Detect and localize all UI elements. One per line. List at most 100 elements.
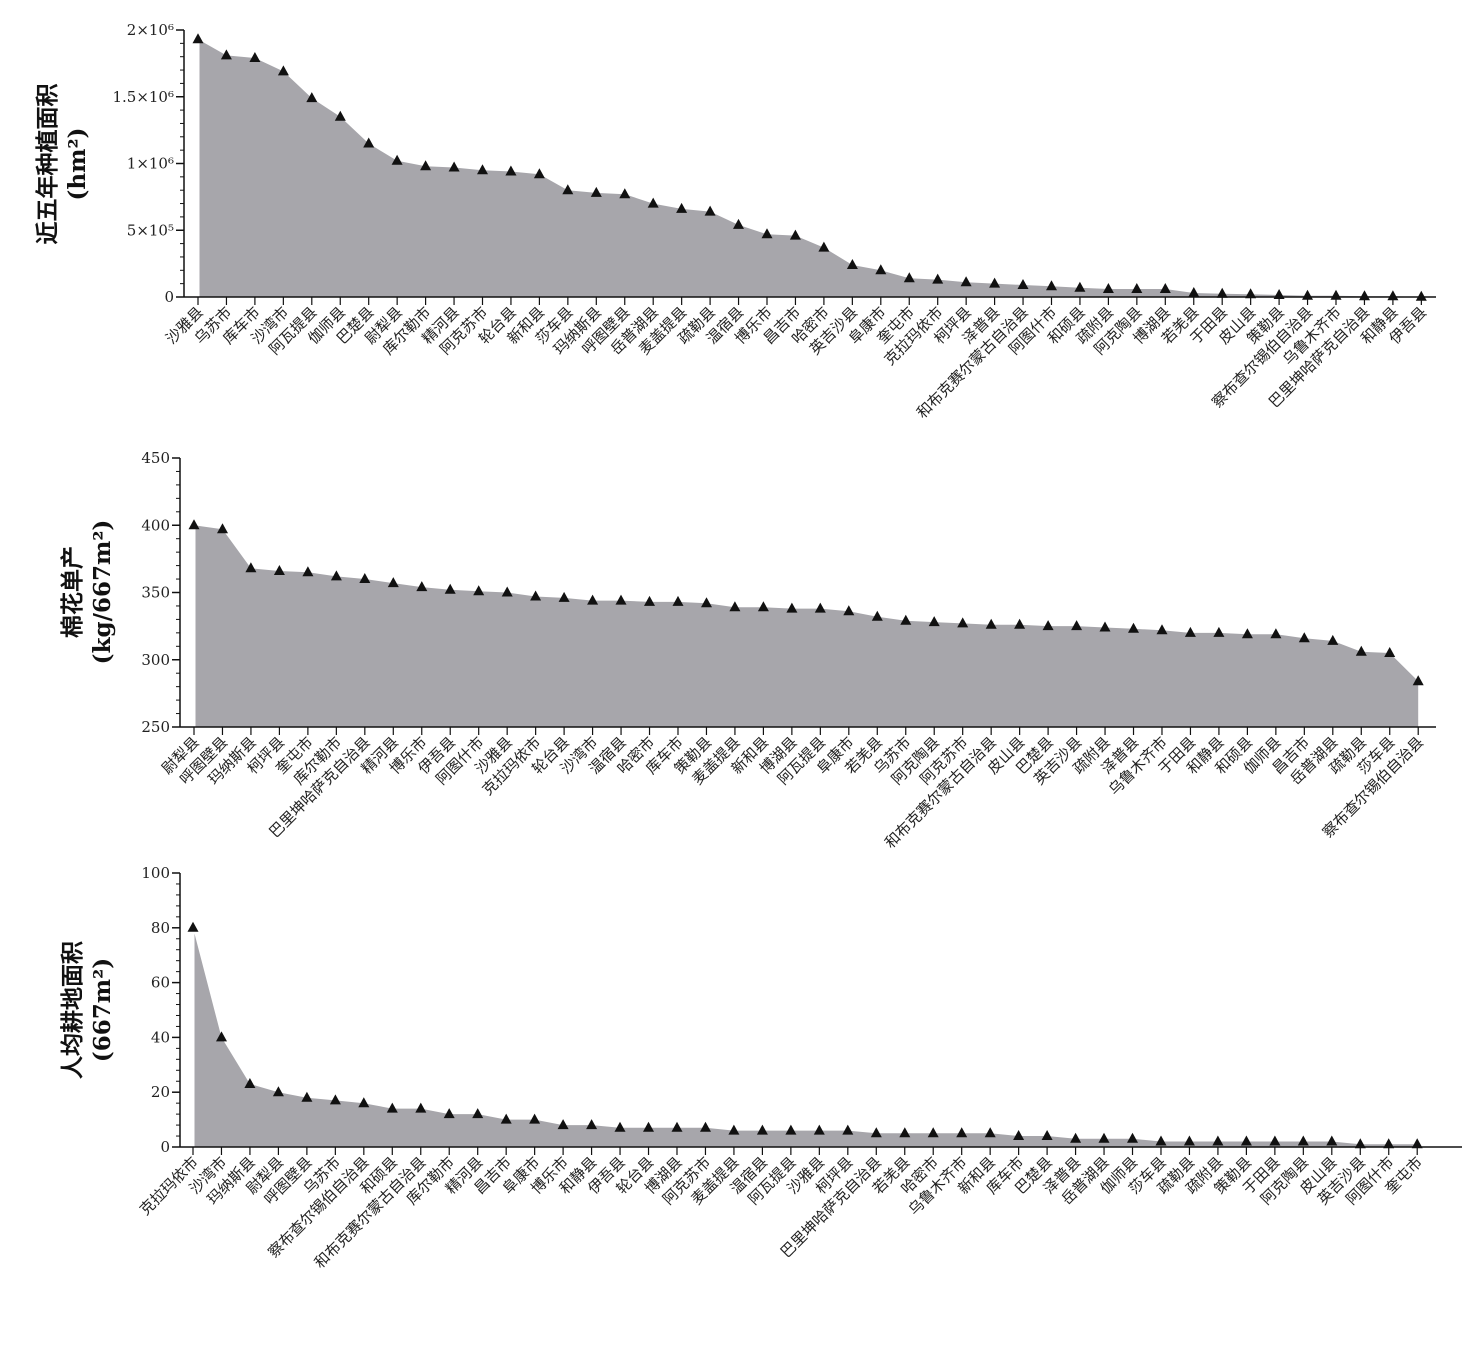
- data-point-marker: [277, 65, 289, 76]
- data-point-marker: [1070, 1132, 1082, 1143]
- data-point-marker: [500, 1113, 512, 1124]
- data-point-marker: [1355, 645, 1367, 656]
- data-point-marker: [1017, 279, 1029, 289]
- data-point-marker: [842, 1124, 854, 1135]
- data-point-marker: [1071, 620, 1083, 631]
- data-point-marker: [701, 597, 712, 608]
- data-point-marker: [704, 205, 716, 216]
- data-point-marker: [956, 1127, 968, 1138]
- data-point-marker: [785, 1124, 797, 1135]
- data-point-marker: [1270, 628, 1282, 639]
- data-point-marker: [1128, 622, 1139, 633]
- data-point-marker: [334, 110, 346, 121]
- y-tick-label: 300: [141, 651, 170, 669]
- data-point-marker: [391, 154, 403, 165]
- data-point-marker: [989, 277, 1001, 288]
- data-point-marker: [1354, 1138, 1366, 1149]
- data-point-marker: [615, 594, 627, 605]
- data-point-marker: [245, 562, 257, 573]
- data-point-marker: [1298, 632, 1310, 643]
- data-point-marker: [220, 49, 232, 60]
- data-point-marker: [1415, 290, 1427, 301]
- data-point-marker: [1102, 283, 1114, 293]
- y-tick-label: 350: [141, 584, 170, 602]
- data-point-marker: [1411, 1138, 1423, 1149]
- data-point-marker: [501, 586, 513, 597]
- data-point-marker: [302, 566, 314, 577]
- data-point-marker: [530, 590, 542, 601]
- data-point-marker: [818, 241, 830, 252]
- data-point-marker: [473, 585, 485, 596]
- data-point-marker: [188, 519, 200, 530]
- data-point-marker: [217, 523, 228, 534]
- data-point-marker: [789, 229, 801, 240]
- data-point-marker: [984, 1127, 996, 1138]
- y-tick-label: 250: [141, 718, 170, 736]
- data-point-marker: [814, 602, 826, 613]
- data-point-marker: [187, 921, 199, 932]
- data-point-marker: [928, 616, 940, 627]
- data-point-marker: [1241, 628, 1253, 639]
- data-point-marker: [558, 591, 570, 602]
- data-point-marker: [1297, 1135, 1309, 1146]
- data-point-marker: [272, 1086, 284, 1097]
- data-point-marker: [216, 1031, 227, 1042]
- y-tick-label: 400: [141, 516, 170, 534]
- data-point-marker: [562, 184, 574, 195]
- data-point-marker: [875, 264, 887, 275]
- y-tick-label: 0: [160, 1138, 170, 1156]
- data-point-marker: [1046, 280, 1057, 291]
- data-point-marker: [415, 1102, 427, 1113]
- data-point-marker: [903, 272, 915, 283]
- data-point-marker: [590, 186, 602, 197]
- data-point-marker: [306, 92, 318, 103]
- data-point-marker: [899, 1127, 911, 1138]
- data-point-marker: [533, 168, 545, 179]
- data-point-marker: [786, 602, 798, 613]
- data-point-marker: [1041, 1130, 1053, 1140]
- data-point-marker: [1387, 290, 1399, 301]
- data-point-marker: [932, 273, 944, 284]
- data-point-marker: [700, 1121, 711, 1132]
- data-point-marker: [672, 595, 684, 606]
- chart-panel-1: 05×10⁵1×10⁶1.5×10⁶2×10⁶沙雅县乌苏市库车市沙湾市阿瓦提县伽…: [34, 21, 1436, 422]
- data-point-marker: [729, 601, 741, 612]
- data-point-marker: [273, 565, 285, 575]
- data-point-marker: [1359, 290, 1370, 301]
- data-point-marker: [900, 614, 912, 625]
- data-point-marker: [1213, 626, 1225, 637]
- data-point-marker: [647, 197, 659, 208]
- data-point-marker: [1212, 1135, 1224, 1146]
- data-point-marker: [927, 1127, 939, 1138]
- data-point-marker: [676, 202, 688, 213]
- data-point-marker: [420, 160, 432, 171]
- data-point-marker: [1383, 1138, 1395, 1149]
- data-point-marker: [1127, 1132, 1138, 1143]
- y-tick-label: 1.5×10⁶: [112, 88, 174, 106]
- data-point-marker: [671, 1121, 683, 1132]
- data-point-marker: [529, 1113, 541, 1124]
- data-point-marker: [448, 161, 460, 172]
- data-point-marker: [363, 137, 375, 148]
- data-point-marker: [1074, 281, 1086, 292]
- data-point-marker: [1384, 647, 1396, 657]
- data-point-marker: [301, 1091, 313, 1102]
- y-tick-label: 1×10⁶: [127, 155, 174, 173]
- data-point-marker: [1155, 1135, 1167, 1146]
- chart-panel-2: 250300350400450尉犁县呼图壁县玛纳斯县柯坪县奎屯市库尔勒市巴里坤哈…: [59, 449, 1436, 852]
- data-point-marker: [586, 1119, 598, 1130]
- y-tick-label: 100: [141, 864, 170, 882]
- data-point-marker: [1159, 283, 1171, 293]
- data-point-marker: [1269, 1135, 1281, 1146]
- y-axis-unit: (667m²): [89, 958, 116, 1062]
- data-point-marker: [614, 1121, 626, 1132]
- data-point-marker: [416, 581, 428, 592]
- data-point-marker: [472, 1108, 484, 1119]
- y-tick-label: 0: [164, 288, 174, 306]
- y-axis-title: 人均耕地面积: [59, 941, 86, 1079]
- data-point-marker: [1412, 675, 1424, 686]
- y-tick-label: 40: [151, 1028, 170, 1046]
- data-point-marker: [733, 218, 744, 229]
- data-point-marker: [477, 164, 488, 175]
